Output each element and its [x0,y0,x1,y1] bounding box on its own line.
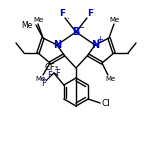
Text: Me: Me [106,76,116,82]
Text: N: N [53,40,61,50]
Text: −: − [78,24,85,33]
Text: Cl: Cl [102,98,111,107]
Text: Me: Me [21,21,32,29]
Text: F: F [59,9,65,19]
Text: +: + [97,36,104,45]
Text: CF₃: CF₃ [45,62,59,71]
Text: Me: Me [110,17,120,23]
Text: F: F [87,9,93,19]
Text: F: F [41,78,46,88]
Text: N: N [91,40,99,50]
Text: Me: Me [33,17,43,23]
Text: Me: Me [36,76,46,82]
Text: B: B [72,27,80,37]
Text: F: F [47,71,52,79]
Text: .: . [67,11,69,21]
Text: F: F [55,69,60,78]
